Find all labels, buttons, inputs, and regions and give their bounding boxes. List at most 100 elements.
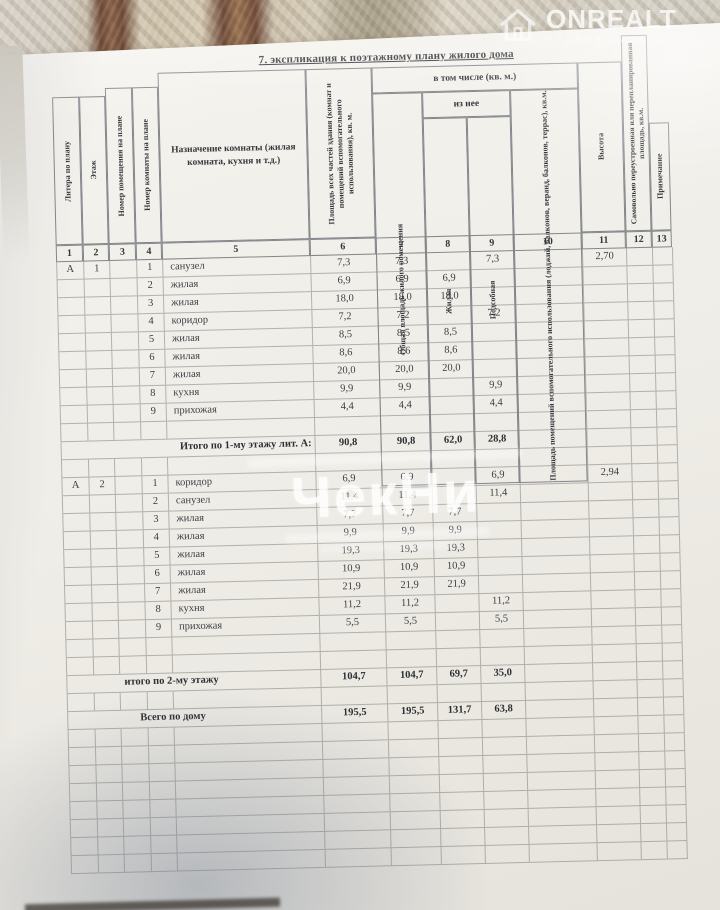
cell-c3	[123, 818, 152, 836]
cell-c6: 18,0	[311, 290, 379, 310]
cell-c2	[98, 836, 125, 855]
cell-c2: 1	[84, 260, 111, 279]
cell-c11	[597, 824, 642, 843]
cell-c13	[666, 787, 687, 805]
cell-c8	[440, 809, 486, 829]
cell-c9	[478, 574, 524, 594]
cell-c5	[177, 849, 326, 871]
cell-c9	[482, 718, 527, 738]
cell-c9	[484, 790, 529, 809]
cell-c11	[589, 500, 634, 519]
cell-c12	[627, 283, 655, 302]
cell-c7: 10,9	[384, 559, 435, 578]
cell-c12	[639, 751, 666, 770]
cell-c11: 2,94	[588, 464, 633, 483]
cell-c11	[593, 698, 639, 717]
col-number: 12	[625, 230, 652, 249]
cell-c5: кухня	[166, 382, 315, 403]
cell-c12	[634, 571, 662, 590]
cell-c5: коридор	[168, 471, 317, 493]
cell-c6: 6,9	[311, 272, 378, 292]
cell-c6: 8,6	[313, 344, 380, 364]
cell-c3	[111, 314, 139, 332]
cell-c12	[636, 643, 664, 662]
cell-c8: 8,5	[428, 324, 474, 343]
cell-c13	[664, 733, 686, 751]
cell-c12	[632, 463, 659, 482]
cell-c2	[92, 602, 119, 621]
cell-c12	[633, 535, 661, 554]
cell-c3	[119, 656, 148, 674]
cell-c7: 104,7	[387, 667, 438, 686]
cell-c10	[526, 717, 595, 736]
cell-c1	[63, 513, 91, 532]
cell-c2	[88, 422, 115, 441]
cell-c8	[431, 450, 477, 469]
cell-c1: А	[57, 261, 85, 280]
cell-c12	[638, 715, 665, 734]
cell-c4	[150, 817, 178, 836]
cell-c1	[59, 369, 88, 388]
cell-c6: 4,4	[314, 398, 381, 418]
cell-c13	[663, 697, 685, 715]
cell-c5: прихожая	[166, 400, 315, 421]
cell-c6: 7,2	[312, 308, 379, 328]
cell-c7: 4,4	[380, 397, 431, 416]
cell-c6	[325, 848, 392, 867]
cell-c9	[481, 682, 526, 702]
cell-c3	[116, 530, 145, 548]
cell-c3	[110, 296, 139, 314]
cell-c4	[146, 637, 173, 656]
cell-c6: 6,9	[316, 470, 383, 489]
cell-c1	[68, 729, 96, 748]
cell-c13	[666, 805, 687, 823]
col-number: 1	[55, 244, 84, 263]
cell-c9	[480, 646, 526, 666]
cell-c9: 9,9	[474, 377, 519, 396]
col-number: 9	[469, 234, 514, 253]
header-floor: Этаж	[79, 96, 109, 245]
cell-c9	[478, 538, 523, 558]
cell-c11	[594, 734, 640, 753]
cell-c11	[583, 266, 628, 285]
cell-c3	[110, 278, 138, 296]
cell-c2	[86, 368, 114, 387]
cell-c10	[529, 843, 598, 862]
cell-c2	[95, 728, 122, 747]
cell-c10	[520, 483, 590, 502]
cell-c11	[595, 752, 640, 771]
cell-c2	[90, 512, 117, 531]
cell-c1	[70, 819, 99, 838]
cell-c13	[662, 625, 683, 643]
cell-c6	[324, 812, 392, 831]
cell-c6	[322, 740, 390, 759]
cell-c2	[92, 620, 120, 639]
cell-c1	[62, 495, 91, 514]
cell-c2	[98, 854, 126, 873]
cell-c3	[121, 746, 150, 764]
header-litera-label: Литера по плану	[61, 140, 73, 202]
cell-c9	[474, 413, 520, 432]
cell-c1	[64, 549, 92, 568]
cell-c12	[628, 319, 656, 338]
cell-c3	[111, 332, 140, 350]
cell-c8: 21,9	[434, 576, 480, 595]
cell-c1	[69, 783, 98, 802]
cell-c7	[386, 631, 437, 650]
cell-c8: 10,9	[434, 558, 479, 577]
col-number: 8	[425, 235, 470, 254]
cell-c4: 4	[143, 529, 171, 548]
cell-c12	[637, 697, 665, 716]
cell-c3	[124, 854, 153, 872]
cell-c13	[659, 517, 680, 535]
col-number: 3	[108, 243, 137, 261]
cell-c5	[174, 723, 323, 745]
cell-c2	[87, 404, 115, 423]
cell-c10	[526, 735, 596, 754]
cell-c5	[172, 633, 321, 655]
cell-c11	[597, 842, 642, 861]
cell-c7: 7,7	[383, 505, 434, 524]
cell-c13	[665, 751, 686, 769]
cell-c1	[60, 387, 88, 406]
cell-c8	[441, 845, 486, 865]
